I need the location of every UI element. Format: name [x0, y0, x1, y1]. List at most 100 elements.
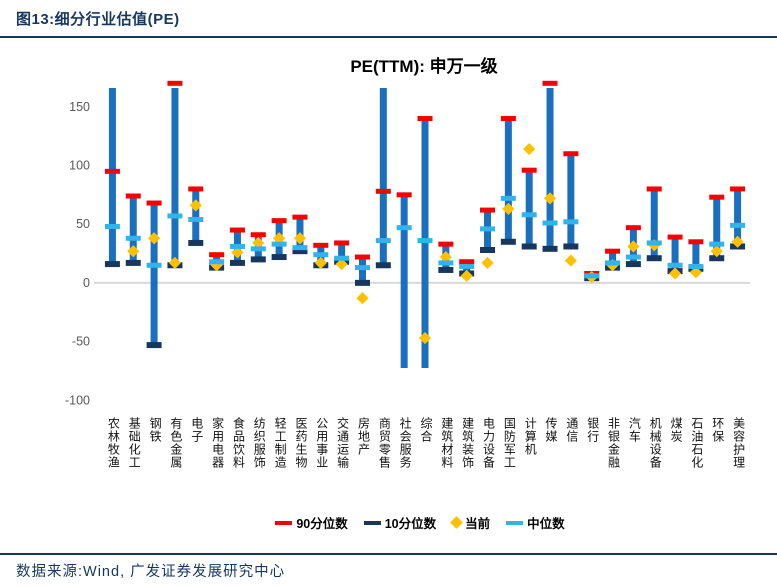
median-tick [354, 265, 370, 271]
x-axis-label: 家用电器 [210, 417, 225, 469]
p90-tick [438, 241, 454, 247]
range-bar [129, 196, 137, 263]
p90-tick [709, 194, 725, 200]
p90-tick [125, 193, 141, 199]
p10-tick [438, 266, 454, 273]
median-tick [563, 219, 579, 225]
x-axis-label: 轻工制造 [273, 417, 288, 469]
current-diamond [314, 256, 327, 269]
median-tick [229, 243, 245, 249]
median-tick [584, 273, 600, 279]
median-tick [709, 241, 725, 247]
data-source: 数据来源:Wind, 广发证券发展研究中心 [16, 564, 286, 580]
range-bar [421, 118, 429, 368]
x-axis-label: 医药生物 [293, 417, 308, 469]
range-bar [567, 153, 575, 247]
current-diamond [356, 292, 369, 305]
p90-tick [104, 168, 120, 174]
p10-tick [354, 279, 370, 286]
current-diamond [273, 232, 286, 245]
p90-tick [605, 248, 621, 254]
p10-tick [146, 342, 162, 349]
current-diamond [127, 245, 140, 258]
p10-tick [480, 247, 496, 253]
p90-tick [354, 254, 370, 260]
p90-tick [229, 227, 245, 233]
current-diamond [252, 236, 265, 250]
x-axis-label: 机械设备 [648, 417, 663, 469]
x-axis-label: 石油石化 [689, 417, 704, 469]
x-axis-label: 计算机 [523, 417, 538, 456]
x-axis-label: 非银金融 [606, 417, 621, 469]
median-tick [146, 262, 162, 268]
range-bar [171, 88, 179, 266]
x-axis-label: 银行 [585, 417, 600, 443]
legend-item-current: 当前 [450, 513, 490, 532]
p90-tick [542, 80, 558, 86]
x-axis-label: 有色金属 [168, 417, 183, 469]
range-bar [713, 197, 721, 259]
median-tick [104, 224, 120, 230]
p10-tick [250, 256, 266, 263]
range-bar [400, 194, 408, 368]
legend-item-p90: 90分位数 [275, 513, 348, 532]
range-bar [338, 242, 346, 262]
p10-tick [375, 262, 391, 269]
p10-dash-icon [363, 520, 381, 525]
y-tick-label: 100 [69, 158, 90, 172]
p90-tick [167, 80, 183, 86]
median-tick [667, 262, 683, 268]
current-diamond [481, 256, 494, 269]
pe-chart-plot: 150 100 50 0 -50 -100 [65, 80, 750, 407]
y-tick-label: 150 [69, 100, 90, 114]
median-tick [542, 220, 558, 226]
p90-tick [396, 192, 412, 198]
x-axis-label: 纺织服饰 [252, 417, 267, 469]
p10-tick [542, 245, 558, 252]
p90-dash-icon [275, 520, 293, 525]
p90-tick [250, 232, 266, 238]
legend-label: 90分位数 [296, 517, 348, 531]
median-tick [209, 259, 225, 265]
p90-tick [563, 151, 579, 157]
median-tick [688, 263, 704, 269]
x-axis-label: 建筑装饰 [460, 417, 475, 469]
current-diamond [627, 240, 640, 253]
title-divider [0, 36, 777, 38]
current-diamond-icon [450, 516, 464, 529]
p90-tick [730, 186, 746, 192]
p90-tick [334, 240, 350, 246]
y-tick-label: 0 [83, 276, 90, 290]
x-axis-label: 国防军工 [502, 417, 517, 469]
x-axis-label: 基础化工 [127, 417, 142, 469]
p90-tick [521, 167, 537, 173]
p90-tick [188, 186, 204, 192]
range-bar [525, 170, 533, 247]
x-axis-label: 传媒 [544, 417, 559, 443]
median-tick [271, 241, 287, 247]
figure-title: 图13:细分行业估值(PE) [16, 11, 180, 28]
p10-tick [188, 239, 204, 246]
p90-tick [375, 188, 391, 194]
y-tick-label: -100 [65, 393, 90, 407]
median-tick [334, 255, 350, 261]
x-axis-label: 电力设备 [481, 417, 496, 469]
x-axis-label: 煤炭 [669, 417, 684, 443]
median-tick [646, 240, 662, 246]
p10-tick [521, 243, 537, 250]
chart-legend: 90分位数 10分位数 当前 中位数 [90, 513, 750, 532]
range-bar [671, 237, 679, 272]
p90-tick [625, 225, 641, 231]
p10-tick [104, 261, 120, 268]
median-tick [500, 195, 516, 201]
x-axis-label: 交通运输 [335, 417, 350, 469]
p90-tick [688, 239, 704, 245]
current-diamond [502, 202, 515, 215]
legend-item-p10: 10分位数 [363, 513, 436, 532]
x-axis-label: 电子 [189, 417, 204, 443]
p90-tick [500, 116, 516, 122]
legend-item-median: 中位数 [506, 513, 565, 532]
median-tick [167, 213, 183, 219]
median-tick [313, 252, 329, 258]
p90-tick [667, 234, 683, 240]
